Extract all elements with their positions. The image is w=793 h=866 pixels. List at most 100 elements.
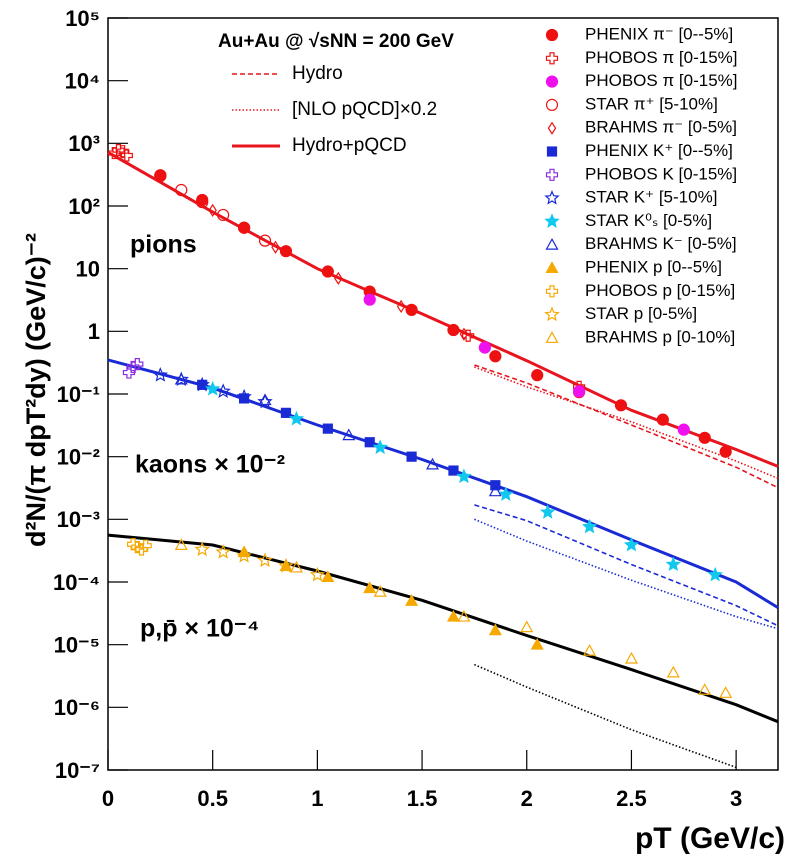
curve: [107, 533, 779, 724]
y-tick-label: 10⁻³: [57, 507, 100, 532]
curve: [474, 364, 779, 489]
marker: [174, 538, 188, 550]
legend-label: PHOBOS K [0-15%]: [585, 164, 737, 183]
legend-label: PHOBOS π [0-15%]: [585, 48, 738, 67]
legend-marker: [544, 213, 560, 228]
marker: [215, 544, 231, 559]
marker: [656, 413, 669, 426]
marker: [204, 380, 221, 396]
marker: [457, 609, 471, 622]
marker: [530, 637, 544, 650]
marker: [698, 683, 712, 695]
marker: [271, 240, 280, 254]
marker: [488, 623, 502, 636]
marker: [540, 504, 556, 519]
legend-label: Hydro: [292, 63, 343, 84]
legend-marker: [545, 237, 559, 250]
x-tick-label: 1: [311, 786, 323, 811]
marker: [238, 393, 250, 404]
legend-marker: [545, 98, 559, 112]
y-tick-label: 10⁴: [65, 68, 100, 93]
marker: [139, 539, 152, 552]
marker: [531, 369, 544, 382]
legend-label: STAR K⁰ₛ [0-5%]: [585, 211, 712, 230]
legend-label: PHENIX K⁺ [0--5%]: [585, 141, 733, 160]
marker: [131, 358, 144, 371]
marker: [257, 552, 273, 568]
x-tick-label: 0.5: [197, 786, 228, 811]
legend-label: PHOBOS p [0-15%]: [585, 281, 735, 300]
marker: [215, 383, 231, 399]
marker: [698, 431, 711, 444]
legend-label: PHENIX p [0--5%]: [585, 257, 722, 276]
legend-label: STAR π⁺ [5-10%]: [585, 94, 718, 113]
curve: [474, 663, 737, 769]
legend-label: BRAHMS π⁻ [0-5%]: [585, 118, 737, 137]
marker: [396, 299, 406, 314]
marker: [236, 388, 252, 404]
x-tick-label: 1.5: [407, 786, 438, 811]
marker: [707, 566, 723, 582]
legend-label: Hydro+pQCD: [292, 135, 407, 156]
marker: [456, 468, 472, 484]
marker: [208, 203, 217, 218]
y-tick-label: 10³: [68, 131, 100, 156]
marker: [478, 341, 491, 354]
marker: [196, 196, 209, 209]
marker: [498, 486, 514, 501]
marker: [120, 149, 133, 162]
marker: [719, 686, 733, 698]
marker: [108, 146, 121, 160]
y-axis-title: d²N/(π dpT²dy) (GeV/c)⁻²: [21, 233, 51, 547]
marker: [666, 665, 680, 678]
marker: [278, 557, 294, 573]
legend-marker: [545, 168, 559, 181]
marker: [426, 457, 440, 470]
annotation: pions: [130, 231, 197, 259]
marker: [174, 372, 188, 385]
legend-label: STAR p [0-5%]: [585, 304, 697, 323]
legend-marker: [545, 261, 559, 273]
curve: [107, 150, 779, 468]
marker: [237, 221, 251, 234]
marker: [447, 323, 460, 337]
marker: [363, 293, 376, 306]
marker: [173, 371, 189, 387]
marker: [581, 518, 598, 534]
y-tick-label: 10⁻²: [57, 444, 100, 469]
marker: [373, 584, 387, 597]
marker: [406, 451, 417, 462]
marker: [572, 385, 586, 398]
x-tick-label: 2: [521, 786, 533, 811]
curve: [474, 504, 779, 627]
marker: [342, 428, 356, 441]
y-tick-label: 1: [88, 319, 100, 344]
legend-label: BRAHMS p [0-10%]: [585, 327, 735, 346]
legend-label: BRAHMS K⁻ [0-5%]: [585, 234, 737, 253]
marker: [236, 547, 252, 563]
marker: [116, 145, 129, 158]
marker: [624, 651, 638, 664]
y-tick-label: 10⁻⁶: [54, 695, 100, 720]
marker: [321, 265, 334, 278]
legend-label: PHENIX π⁻ [0--5%]: [585, 24, 733, 43]
x-tick-label: 0: [102, 786, 114, 811]
marker: [520, 620, 534, 633]
y-tick-label: 10⁻¹: [57, 382, 100, 407]
marker: [279, 245, 293, 258]
marker: [583, 644, 597, 656]
marker: [488, 484, 502, 497]
y-tick-label: 10⁻⁷: [55, 758, 100, 783]
marker: [152, 367, 169, 382]
marker: [405, 594, 419, 606]
marker: [194, 541, 210, 557]
legend-label: [NLO pQCD]×0.2: [292, 99, 437, 120]
marker: [363, 581, 377, 594]
x-tick-label: 3: [730, 786, 742, 811]
y-tick-label: 10²: [68, 194, 100, 219]
marker: [217, 208, 230, 222]
marker: [196, 193, 209, 207]
legend-label: STAR K⁺ [5-10%]: [585, 188, 717, 207]
